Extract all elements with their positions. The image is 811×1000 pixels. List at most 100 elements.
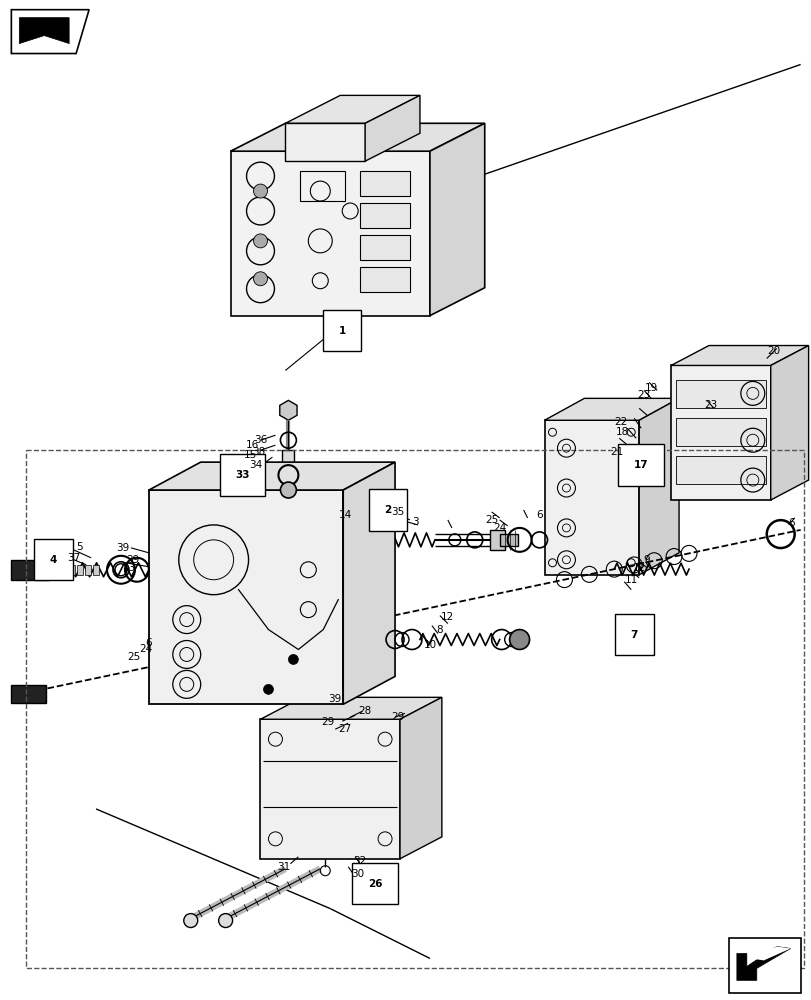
Bar [54, 565, 59, 575]
Text: 4: 4 [49, 555, 57, 565]
Text: 5: 5 [75, 542, 83, 552]
Text: 7: 7 [630, 630, 637, 640]
Circle shape [253, 234, 267, 248]
Circle shape [253, 184, 267, 198]
Polygon shape [19, 18, 69, 44]
Text: 1: 1 [338, 326, 345, 336]
Text: 15: 15 [243, 450, 257, 460]
Text: 22: 22 [614, 417, 627, 427]
Text: 39: 39 [127, 555, 139, 565]
Bar [360, 235, 410, 260]
Polygon shape [148, 462, 394, 490]
Bar [360, 203, 410, 228]
Text: 39: 39 [116, 543, 130, 553]
Text: 24: 24 [492, 523, 506, 533]
Polygon shape [230, 123, 484, 151]
Polygon shape [750, 946, 790, 960]
Polygon shape [670, 365, 770, 500]
Bar [85, 565, 91, 575]
Polygon shape [11, 10, 89, 54]
Polygon shape [285, 95, 419, 123]
Bar [360, 171, 410, 196]
Polygon shape [280, 400, 297, 420]
Circle shape [509, 630, 529, 649]
Text: 34: 34 [249, 460, 262, 470]
Text: 3: 3 [411, 517, 418, 527]
Text: 28: 28 [358, 706, 371, 716]
Polygon shape [670, 346, 808, 365]
Polygon shape [429, 123, 484, 316]
Polygon shape [148, 490, 343, 704]
Bar [489, 530, 504, 550]
Bar [69, 565, 75, 575]
Polygon shape [260, 719, 400, 859]
Circle shape [183, 914, 197, 928]
Text: 6: 6 [535, 510, 543, 520]
Text: 27: 27 [338, 724, 351, 734]
Bar [676, 456, 765, 484]
Text: 17: 17 [633, 460, 648, 470]
Bar [676, 380, 765, 408]
Bar [285, 123, 365, 161]
Bar [77, 565, 83, 575]
Text: 10: 10 [423, 640, 436, 650]
Text: 37: 37 [67, 553, 80, 563]
Text: 6: 6 [145, 638, 152, 648]
Text: 36: 36 [254, 435, 267, 445]
Text: 2: 2 [384, 505, 391, 515]
Text: 18: 18 [615, 427, 628, 437]
Text: 9: 9 [643, 555, 650, 565]
Text: 23: 23 [703, 400, 717, 410]
Text: 12: 12 [632, 563, 645, 573]
Bar [676, 418, 765, 446]
Text: 29: 29 [321, 717, 334, 727]
Text: 6: 6 [787, 518, 794, 528]
Circle shape [253, 272, 267, 286]
Bar [728, 938, 800, 993]
Polygon shape [260, 697, 441, 719]
Circle shape [280, 482, 296, 498]
Text: 38: 38 [251, 447, 265, 457]
Text: 21: 21 [610, 447, 623, 457]
Polygon shape [770, 346, 808, 500]
Text: 32: 32 [353, 856, 367, 866]
Text: 19: 19 [644, 383, 657, 393]
Text: 33: 33 [235, 470, 250, 480]
Circle shape [218, 914, 232, 928]
Bar [11, 560, 49, 580]
Text: 16: 16 [246, 440, 259, 450]
Bar [11, 685, 46, 703]
Text: 25: 25 [484, 515, 498, 525]
Text: 8: 8 [436, 625, 443, 635]
Text: 31: 31 [277, 862, 290, 872]
Text: 24: 24 [139, 644, 152, 654]
Polygon shape [400, 697, 441, 859]
Text: 13: 13 [122, 563, 135, 573]
Text: 26: 26 [367, 879, 382, 889]
Bar [499, 534, 517, 546]
Polygon shape [736, 946, 790, 980]
Text: 39: 39 [328, 694, 341, 704]
Text: 25: 25 [127, 652, 140, 662]
Bar [360, 267, 410, 292]
Polygon shape [544, 398, 678, 420]
Polygon shape [544, 420, 638, 575]
Text: 11: 11 [624, 575, 637, 585]
Text: 12: 12 [440, 612, 454, 622]
Polygon shape [230, 151, 429, 316]
Bar [333, 532, 345, 548]
Text: 30: 30 [351, 869, 364, 879]
Polygon shape [638, 398, 678, 575]
Bar [61, 565, 67, 575]
Bar [282, 450, 294, 468]
Text: 35: 35 [391, 507, 404, 517]
Polygon shape [365, 95, 419, 161]
Text: 20: 20 [766, 346, 779, 356]
Circle shape [263, 684, 273, 694]
Text: 29: 29 [391, 712, 404, 722]
Bar [93, 565, 99, 575]
Circle shape [288, 654, 298, 664]
Text: 23: 23 [637, 390, 650, 400]
Text: 14: 14 [338, 510, 351, 520]
Polygon shape [343, 462, 394, 704]
